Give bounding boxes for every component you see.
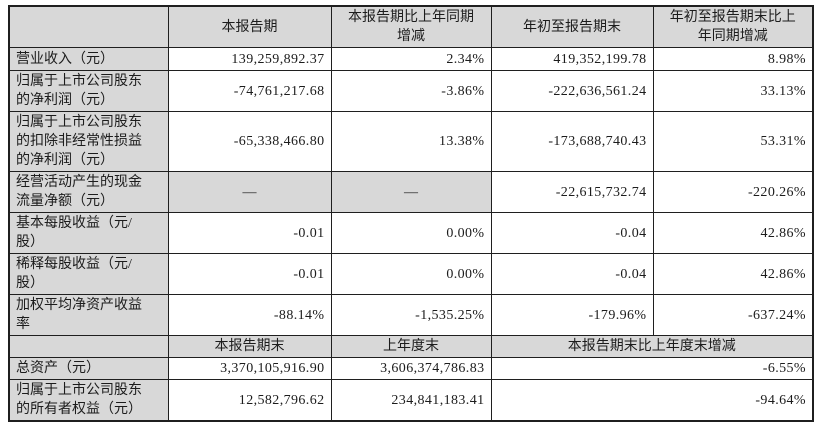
cell-period-change-empty: — [330, 171, 492, 213]
cell-period-change: -1,535.25% [330, 294, 492, 336]
cell-ytd: 419,352,199.78 [490, 47, 654, 71]
row-label: 经营活动产生的现金 流量净额（元） [8, 171, 169, 213]
table-row: 归属于上市公司股东 的净利润（元） -74,761,217.68 -3.86% … [8, 70, 814, 112]
cell-period: -0.01 [167, 253, 332, 295]
cell-end-change: -94.64% [490, 379, 814, 422]
cell-prior-year-end: 3,606,374,786.83 [330, 357, 492, 380]
cell-period-change: -3.86% [330, 70, 492, 112]
table-row: 经营活动产生的现金 流量净额（元） — — -22,615,732.74 -22… [8, 171, 814, 213]
cell-ytd: -173,688,740.43 [490, 111, 654, 172]
col-header-period-change: 本报告期比上年同期 增减 [330, 5, 492, 48]
row-label: 总资产（元） [8, 357, 169, 380]
row-label: 归属于上市公司股东 的扣除非经常性损益 的净利润（元） [8, 111, 169, 172]
row-label: 归属于上市公司股东 的所有者权益（元） [8, 379, 169, 422]
cell-ytd: -0.04 [490, 212, 654, 254]
cell-period-change: 2.34% [330, 47, 492, 71]
cell-ytd: -22,615,732.74 [490, 171, 654, 213]
cell-ytd-change: 8.98% [652, 47, 814, 71]
table-row: 基本每股收益（元/ 股） -0.01 0.00% -0.04 42.86% [8, 212, 814, 254]
cell-period: -88.14% [167, 294, 332, 336]
row-label: 基本每股收益（元/ 股） [8, 212, 169, 254]
cell-ytd: -222,636,561.24 [490, 70, 654, 112]
col-header-ytd: 年初至报告期末 [490, 5, 654, 48]
cell-period-change: 0.00% [330, 212, 492, 254]
cell-ytd-change: -637.24% [652, 294, 814, 336]
cell-prior-year-end: 234,841,183.41 [330, 379, 492, 422]
col-header-end-change: 本报告期末比上年度末增减 [490, 335, 814, 358]
table-row: 归属于上市公司股东 的所有者权益（元） 12,582,796.62 234,84… [8, 379, 814, 422]
row-label: 加权平均净资产收益 率 [8, 294, 169, 336]
corner-cell [8, 335, 169, 358]
cell-current-end: 12,582,796.62 [167, 379, 332, 422]
table-row: 归属于上市公司股东 的扣除非经常性损益 的净利润（元） -65,338,466.… [8, 111, 814, 172]
cell-end-change: -6.55% [490, 357, 814, 380]
financial-summary-table: 本报告期 本报告期比上年同期 增减 年初至报告期末 年初至报告期末比上 年同期增… [8, 5, 814, 422]
cell-period-change: 0.00% [330, 253, 492, 295]
cell-ytd: -179.96% [490, 294, 654, 336]
cell-ytd-change: 42.86% [652, 253, 814, 295]
col-header-prior-year-end: 上年度末 [330, 335, 492, 358]
table-row: 总资产（元） 3,370,105,916.90 3,606,374,786.83… [8, 357, 814, 380]
table-row: 加权平均净资产收益 率 -88.14% -1,535.25% -179.96% … [8, 294, 814, 336]
col-header-ytd-change: 年初至报告期末比上 年同期增减 [652, 5, 814, 48]
cell-ytd-change: -220.26% [652, 171, 814, 213]
cell-ytd-change: 53.31% [652, 111, 814, 172]
cell-period: -74,761,217.68 [167, 70, 332, 112]
row-label: 营业收入（元） [8, 47, 169, 71]
cell-ytd-change: 42.86% [652, 212, 814, 254]
cell-period-change: 13.38% [330, 111, 492, 172]
table-row: 稀释每股收益（元/ 股） -0.01 0.00% -0.04 42.86% [8, 253, 814, 295]
cell-current-end: 3,370,105,916.90 [167, 357, 332, 380]
cell-period: -65,338,466.80 [167, 111, 332, 172]
col-header-current-end: 本报告期末 [167, 335, 332, 358]
row-label: 归属于上市公司股东 的净利润（元） [8, 70, 169, 112]
table-row: 营业收入（元） 139,259,892.37 2.34% 419,352,199… [8, 47, 814, 71]
cell-period: 139,259,892.37 [167, 47, 332, 71]
header-row: 本报告期 本报告期比上年同期 增减 年初至报告期末 年初至报告期末比上 年同期增… [8, 5, 814, 48]
cell-period: -0.01 [167, 212, 332, 254]
cell-ytd-change: 33.13% [652, 70, 814, 112]
row-label: 稀释每股收益（元/ 股） [8, 253, 169, 295]
cell-period-empty: — [167, 171, 332, 213]
cell-ytd: -0.04 [490, 253, 654, 295]
corner-cell [8, 5, 169, 48]
col-header-period: 本报告期 [167, 5, 332, 48]
header-row-period-end: 本报告期末 上年度末 本报告期末比上年度末增减 [8, 335, 814, 358]
